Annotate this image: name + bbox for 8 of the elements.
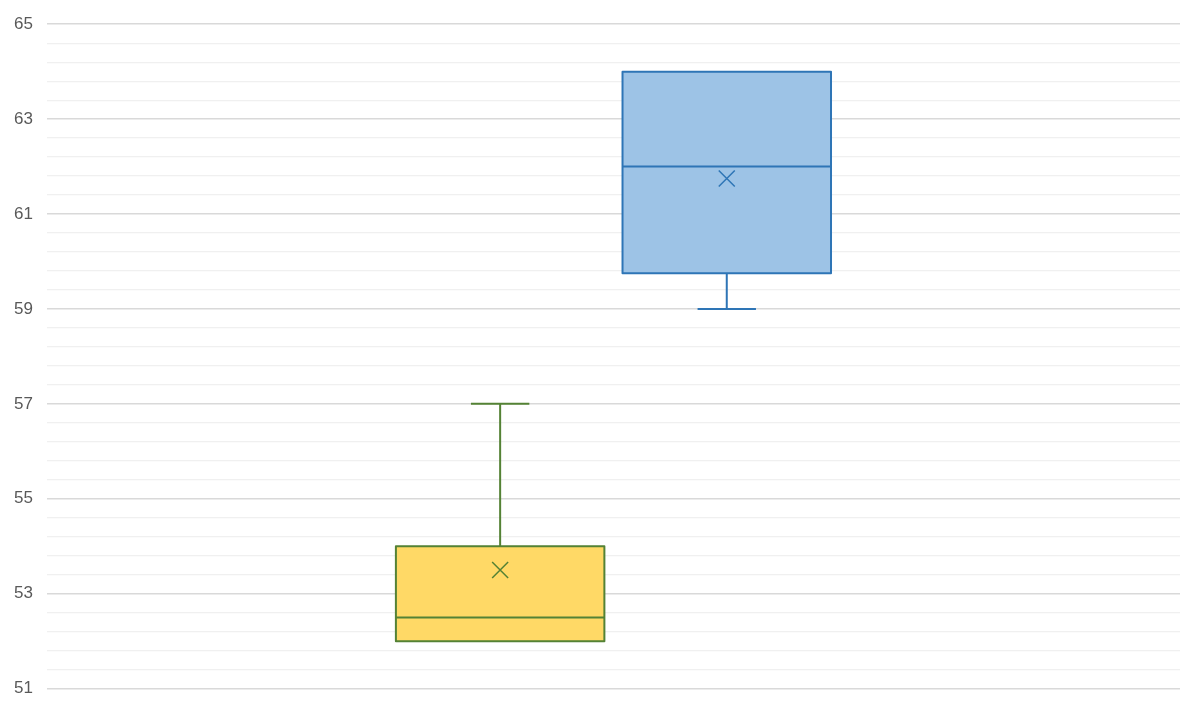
y-tick-label: 61 — [13, 203, 33, 223]
y-tick-label: 57 — [13, 393, 33, 413]
y-tick-label: 53 — [13, 583, 33, 603]
y-tick-label: 55 — [13, 488, 33, 508]
y-tick-label: 51 — [13, 678, 33, 698]
y-tick-label: 65 — [13, 13, 33, 33]
y-tick-label: 63 — [13, 108, 33, 128]
y-tick-label: 59 — [13, 298, 33, 318]
